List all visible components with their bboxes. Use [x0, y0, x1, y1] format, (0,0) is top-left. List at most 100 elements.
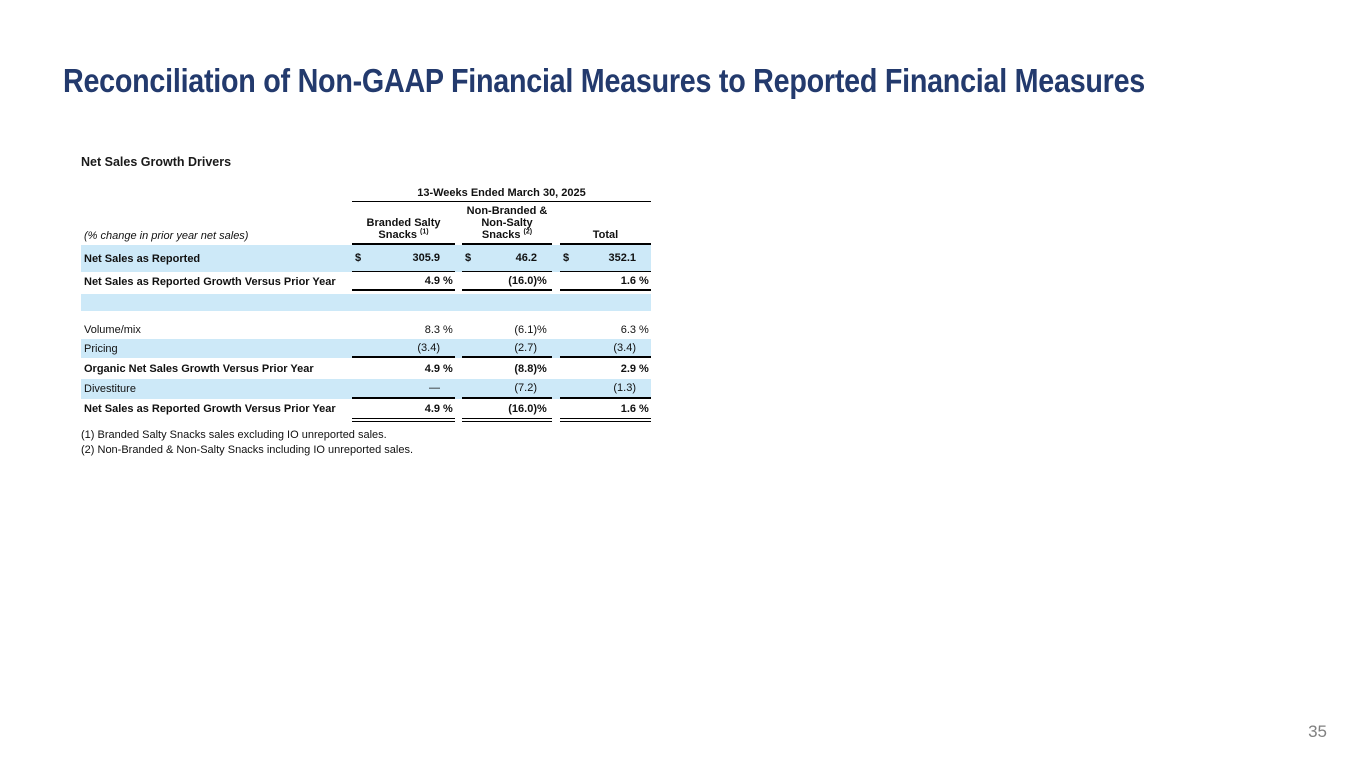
footnote-marker-2: (2)	[523, 228, 533, 236]
column-header-line: Branded Salty	[366, 217, 441, 229]
column-gap	[455, 358, 462, 379]
period-header: 13-Weeks Ended March 30, 2025	[352, 187, 651, 202]
currency-symbol: $	[563, 252, 570, 264]
table-row-reported-growth: Net Sales as Reported Growth Versus Prio…	[81, 272, 651, 291]
net-sales-growth-drivers-table: Net Sales Growth Drivers 13-Weeks Ended …	[81, 155, 651, 458]
cell-suffix: %	[440, 274, 453, 287]
cell-suffix: %	[636, 402, 649, 415]
table-row-pricing: Pricing (3.4) (2.7) (3.4)	[81, 339, 651, 358]
column-header-row: (% change in prior year net sales) Brand…	[81, 202, 651, 245]
footnote-marker-1: (1)	[420, 228, 429, 236]
column-gap	[552, 320, 560, 339]
double-rule-segment	[560, 418, 651, 423]
row-label: Volume/mix	[84, 323, 141, 336]
cell-value: 4.9	[424, 362, 440, 375]
column-gap	[552, 272, 560, 291]
column-header-line: Total	[592, 229, 619, 241]
currency-symbol: $	[355, 252, 362, 264]
cell-non-branded: (6.1)%	[462, 320, 552, 339]
column-header-line: Non-Salty	[481, 217, 533, 229]
cell-value: 8.3	[424, 323, 440, 336]
cell-value: (1.3)	[613, 382, 636, 394]
cell-total: (1.3)	[560, 379, 651, 399]
column-header-line: Snacks (2)	[462, 228, 552, 241]
cell-value: 46.2	[515, 252, 537, 264]
column-header-branded-salty-snacks: Branded Salty Snacks (1)	[352, 198, 455, 245]
column-header-line: Non-Branded &	[466, 205, 548, 217]
cell-value: (8.8)	[514, 362, 537, 375]
slide-title: Reconciliation of Non-GAAP Financial Mea…	[63, 62, 1146, 99]
cell-value: —	[429, 382, 440, 394]
cell-suffix: %	[440, 323, 453, 336]
column-gap	[552, 399, 560, 418]
column-gap	[552, 418, 560, 422]
cell-value: (3.4)	[417, 341, 440, 354]
cell-suffix: %	[440, 362, 453, 375]
cell-branded: 4.9 %	[352, 272, 455, 291]
cell-value: 305.9	[412, 252, 440, 264]
table-row-net-sales-as-reported: Net Sales as Reported $305.9 $46.2 $352.…	[81, 245, 651, 272]
column-header-non-branded-non-salty-snacks: Non-Branded & Non-Salty Snacks (2)	[462, 198, 552, 245]
column-gap	[455, 399, 462, 418]
footnote-2: (2) Non-Branded & Non-Salty Snacks inclu…	[81, 444, 414, 457]
cell-value: (6.1)	[514, 323, 537, 336]
cell-suffix: %	[636, 323, 649, 336]
cell-non-branded: (16.0)%	[462, 399, 552, 418]
cell-value: 352.1	[608, 252, 636, 264]
cell-suffix: %	[440, 402, 453, 415]
cell-value: (7.2)	[514, 382, 537, 394]
cell-branded: (3.4)	[352, 339, 455, 358]
cell-branded: 8.3 %	[352, 320, 455, 339]
footnotes: (1) Branded Salty Snacks sales excluding…	[81, 428, 651, 458]
column-gap	[455, 418, 462, 422]
cell-non-branded: (16.0)%	[462, 272, 552, 291]
table-heading: Net Sales Growth Drivers	[81, 155, 232, 169]
column-gap	[455, 339, 462, 358]
column-gap	[552, 245, 560, 272]
double-rule-segment	[462, 418, 552, 423]
row-label: Net Sales as Reported Growth Versus Prio…	[84, 402, 336, 415]
cell-value: 4.9	[424, 274, 440, 287]
cell-branded: $305.9	[352, 245, 455, 272]
cell-total: 1.6 %	[560, 399, 651, 418]
cell-total: (3.4)	[560, 339, 651, 358]
column-gap	[455, 379, 462, 399]
column-gap	[552, 339, 560, 358]
cell-non-branded: (2.7)	[462, 339, 552, 358]
cell-value: (16.0)	[508, 274, 537, 287]
cell-suffix: %	[537, 323, 547, 336]
cell-non-branded: $46.2	[462, 245, 552, 272]
cell-total: 2.9 %	[560, 358, 651, 379]
cell-value: (3.4)	[613, 341, 636, 354]
row-label: Organic Net Sales Growth Versus Prior Ye…	[84, 362, 314, 375]
row-label: Divestiture	[84, 383, 136, 395]
row-label-note: (% change in prior year net sales)	[84, 230, 249, 242]
column-gap	[455, 320, 462, 339]
cell-branded: —	[352, 379, 455, 399]
spacer-row	[81, 311, 651, 320]
double-rule-segment	[352, 418, 455, 423]
cell-value: (2.7)	[514, 341, 537, 354]
cell-value: 6.3	[620, 323, 636, 336]
cell-value: (16.0)	[508, 402, 537, 415]
cell-suffix: %	[537, 402, 547, 415]
column-gap	[552, 358, 560, 379]
cell-value: 1.6	[620, 274, 636, 287]
footnote-1: (1) Branded Salty Snacks sales excluding…	[81, 429, 387, 442]
cell-value: 4.9	[424, 402, 440, 415]
table-row-organic-growth: Organic Net Sales Growth Versus Prior Ye…	[81, 358, 651, 379]
currency-symbol: $	[465, 252, 472, 264]
column-gap	[455, 245, 462, 272]
column-header-text: Snacks	[378, 229, 417, 241]
column-header-text: Snacks	[481, 229, 521, 241]
table-row-divestiture: Divestiture — (7.2) (1.3)	[81, 379, 651, 399]
cell-non-branded: (7.2)	[462, 379, 552, 399]
spacer-row-highlight	[81, 294, 651, 311]
table-row-reported-growth-final: Net Sales as Reported Growth Versus Prio…	[81, 399, 651, 418]
page-number: 35	[1308, 722, 1327, 741]
cell-value: 1.6	[620, 402, 636, 415]
row-label: Pricing	[84, 342, 118, 355]
period-header-spacer	[81, 187, 352, 202]
double-rule-spacer	[81, 418, 352, 422]
column-header-line: Snacks (1)	[352, 228, 455, 241]
